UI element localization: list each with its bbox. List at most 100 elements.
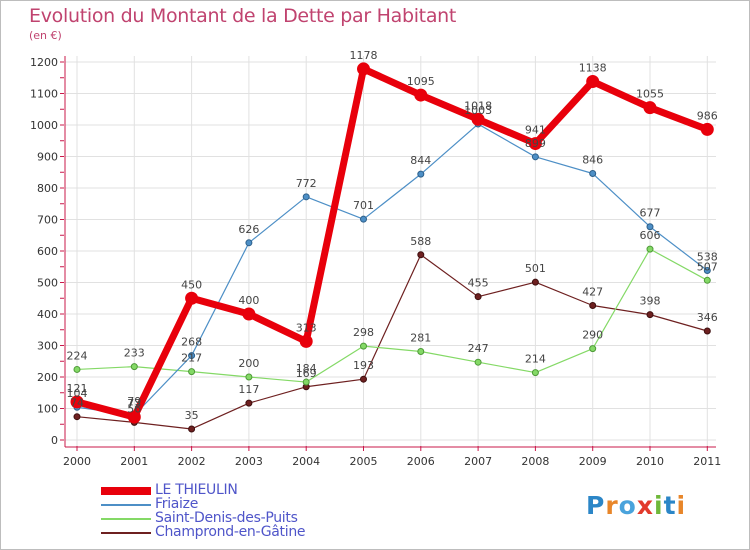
x-tick-label: 2008 [521, 455, 549, 468]
legend-label: Saint-Denis-des-Puits [155, 510, 298, 526]
data-point [245, 239, 253, 247]
data-label: 538 [697, 251, 718, 264]
data-point [185, 291, 199, 305]
data-label: 313 [296, 321, 317, 334]
series-line [76, 254, 708, 430]
data-point [586, 75, 600, 89]
logo-letter: i [654, 491, 664, 520]
series-layer [70, 62, 714, 433]
data-point [417, 347, 425, 355]
data-label: 941 [525, 124, 546, 137]
data-label: 298 [353, 326, 374, 339]
logo-letter: r [605, 491, 619, 520]
x-tick-label: 2006 [407, 455, 435, 468]
data-label: 233 [124, 347, 145, 360]
x-tick-label: 2004 [292, 455, 320, 468]
data-point [643, 101, 657, 115]
legend-label: Champrond-en-Gâtine [155, 524, 306, 540]
x-tick-label: 2003 [235, 455, 263, 468]
y-tick-label: 900 [37, 151, 58, 164]
logo-letter: x [636, 491, 654, 520]
series-line [73, 65, 711, 421]
data-label: 217 [181, 352, 202, 365]
data-label: 281 [410, 331, 431, 344]
data-label-layer: 74 56 35 117 169 193 588 455 501 427 398 346 224 233 2… [67, 49, 718, 422]
data-point [302, 378, 310, 386]
data-point [417, 170, 425, 178]
y-tick-label: 0 [51, 434, 58, 447]
data-point [360, 215, 367, 223]
data-point [703, 276, 711, 284]
y-tick-label: 600 [37, 245, 58, 258]
y-tick-label: 700 [37, 214, 58, 227]
data-label: 1138 [579, 62, 607, 75]
series-1 [73, 120, 711, 419]
series-line [76, 248, 708, 383]
data-label: 507 [697, 260, 718, 273]
data-point [360, 375, 367, 383]
x-tick-label: 2005 [350, 455, 378, 468]
data-label: 214 [525, 353, 546, 366]
data-label: 224 [67, 349, 88, 362]
data-label: 400 [238, 294, 259, 307]
data-point [646, 245, 654, 253]
y-tick-label: 1200 [30, 56, 58, 69]
data-label: 346 [697, 311, 718, 324]
logo-letter: i [676, 491, 687, 520]
data-label: 79 [127, 395, 141, 408]
data-label: 606 [640, 229, 661, 242]
x-tick-label: 2009 [579, 455, 607, 468]
data-label: 626 [238, 223, 259, 236]
data-label: 121 [67, 382, 88, 395]
data-point [357, 62, 370, 76]
data-label: 846 [582, 154, 603, 167]
chart-title: Evolution du Montant de la Dette par Hab… [29, 5, 457, 27]
series-line [76, 123, 708, 416]
data-point [414, 88, 428, 102]
data-label: 398 [640, 295, 661, 308]
data-point [471, 112, 485, 126]
data-label: 290 [582, 329, 603, 342]
x-tick-label: 2001 [120, 455, 148, 468]
proxiti-logo: Proxiti [586, 491, 686, 520]
grid-layer [65, 56, 716, 448]
data-point [299, 334, 313, 348]
y-tick-label: 200 [37, 371, 58, 384]
data-point [531, 153, 539, 161]
data-point [646, 311, 654, 319]
data-point [589, 301, 597, 309]
data-point [70, 395, 84, 409]
data-label: 104 [67, 387, 88, 400]
data-label: 677 [640, 207, 661, 220]
data-point [474, 358, 482, 366]
y-tick-label: 1100 [30, 88, 58, 101]
legend-swatch [101, 487, 151, 495]
y-tick-label: 400 [37, 308, 58, 321]
data-label: 899 [525, 137, 546, 150]
data-label: 1018 [464, 99, 492, 112]
data-label: 247 [468, 342, 489, 355]
legend-swatch [101, 532, 151, 534]
axis-layer: 0 100 200 300 400 500 600 700 800 900 1000 1100 1200… [30, 56, 721, 468]
data-point [188, 368, 196, 376]
data-label: 986 [697, 109, 718, 122]
data-point [302, 193, 310, 201]
data-point [589, 345, 597, 353]
data-point [188, 352, 196, 360]
data-label: 501 [525, 262, 546, 275]
legend-label: LE THIEULIN [155, 482, 238, 498]
data-point [703, 327, 711, 335]
data-label: 56 [127, 402, 141, 415]
series-2 [73, 245, 711, 386]
x-tick-label: 2010 [636, 455, 664, 468]
y-tick-label: 500 [37, 277, 58, 290]
data-point [703, 267, 711, 275]
data-label: 268 [181, 336, 202, 349]
data-label: 588 [410, 235, 431, 248]
data-point [700, 122, 714, 136]
x-tick-label: 2011 [693, 455, 721, 468]
legend-swatch [101, 518, 151, 520]
data-point [531, 278, 539, 286]
data-point [188, 425, 196, 433]
data-point [245, 373, 253, 381]
